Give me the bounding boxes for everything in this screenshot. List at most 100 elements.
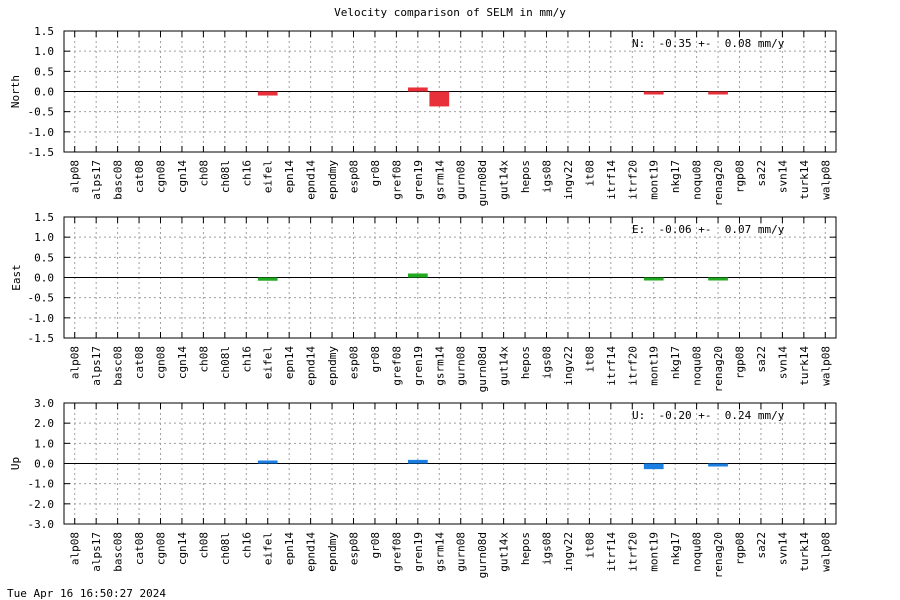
x-tick-label: ch08l — [219, 532, 232, 565]
y-tick-label: -1.0 — [28, 312, 55, 325]
x-tick-label: gsrm14 — [433, 532, 446, 572]
x-tick-label: epnd14 — [305, 160, 318, 200]
x-tick-label: itrf20 — [626, 346, 639, 386]
x-tick-label: ch08 — [197, 160, 210, 187]
x-tick-label: cat08 — [133, 346, 146, 379]
x-tick-label: turk14 — [798, 160, 811, 200]
x-tick-label: it08 — [583, 532, 596, 559]
bar-renag20 — [708, 463, 728, 467]
x-tick-label: igs08 — [541, 346, 554, 379]
x-tick-label: nkg17 — [669, 160, 682, 193]
x-tick-label: gren19 — [412, 160, 425, 200]
x-tick-label: eifel — [262, 532, 275, 565]
x-tick-label: turk14 — [798, 532, 811, 572]
x-tick-label: gren19 — [412, 346, 425, 386]
y-tick-label: -1.0 — [28, 126, 55, 139]
bar-gren19 — [407, 87, 428, 92]
y-tick-label: 1.5 — [34, 25, 54, 38]
x-tick-label: cgn14 — [176, 532, 189, 565]
bar-mont19 — [643, 91, 664, 95]
y-tick-label: 0.0 — [34, 458, 54, 471]
x-tick-label: itrf14 — [605, 346, 618, 386]
north-panel: -1.5 -1.0 -0.5 0.0 0.5 1.0 1.5 alp08 alps17 basc0… — [0, 22, 900, 208]
y-tick-label: -1.5 — [28, 332, 55, 345]
x-tick-label: hepos — [519, 346, 532, 379]
x-tick-label: basc08 — [112, 532, 125, 572]
x-tick-label: ch16 — [240, 346, 253, 373]
x-tick-label: mont19 — [648, 532, 661, 572]
x-tick-label: sa22 — [755, 160, 768, 187]
y-tick-label: 0.0 — [34, 86, 54, 99]
x-tick-label: epn14 — [283, 532, 296, 565]
x-tick-label: hepos — [519, 160, 532, 193]
x-tick-label: ingv22 — [562, 532, 575, 572]
x-tick-label: alp08 — [69, 160, 82, 193]
y-tick-label: 1.0 — [34, 231, 54, 244]
x-tick-label: gurn08d — [476, 532, 489, 578]
x-tick-label: gurn08 — [455, 346, 468, 386]
x-tick-label: alps17 — [90, 346, 103, 386]
bar-mont19 — [643, 277, 664, 281]
x-tick-label: renag20 — [712, 346, 725, 392]
x-tick-label: rgp08 — [734, 532, 747, 565]
x-tick-label: gurn08 — [455, 532, 468, 572]
x-tick-label: igs08 — [541, 160, 554, 193]
x-tick-label: svn14 — [776, 532, 789, 565]
up-chart: -3.0 -2.0 -1.0 0.0 1.0 2.0 3.0 alp08 alps17 basc0… — [28, 397, 837, 578]
x-tick-label: gref08 — [390, 160, 403, 200]
y-tick-label: 3.0 — [34, 397, 54, 410]
x-tick-label: itrf14 — [605, 160, 618, 200]
x-tick-label: mont19 — [648, 160, 661, 200]
bar-eifel — [257, 277, 278, 281]
x-tick-label: cat08 — [133, 160, 146, 193]
x-tick-label: mont19 — [648, 346, 661, 386]
x-tick-label: svn14 — [776, 346, 789, 379]
plot-frame — [63, 216, 837, 339]
x-tick-label: gsrm14 — [433, 346, 446, 386]
x-tick-label: alp08 — [69, 532, 82, 565]
x-tick-label: turk14 — [798, 346, 811, 386]
x-tick-label: basc08 — [112, 346, 125, 386]
y-tick-label: -0.5 — [28, 292, 55, 305]
x-tick-label: esp08 — [348, 532, 361, 565]
y-tick-label: 0.5 — [34, 65, 54, 78]
x-tick-label: epnd14 — [305, 532, 318, 572]
x-tick-label: noqu08 — [691, 346, 704, 386]
bar-gren19 — [407, 459, 428, 464]
x-tick-label: eifel — [262, 160, 275, 193]
x-tick-label: esp08 — [348, 346, 361, 379]
y-tick-label: 1.5 — [34, 211, 54, 224]
x-tick-label: epndmy — [326, 346, 339, 386]
x-tick-label: ch08l — [219, 346, 232, 379]
up-stat: U: -0.20 +- 0.24 mm/y — [632, 409, 785, 422]
x-tick-label: alps17 — [90, 532, 103, 572]
north-chart: -1.5 -1.0 -0.5 0.0 0.5 1.0 1.5 alp08 alps17 basc0… — [28, 25, 837, 206]
x-tick-label: ingv22 — [562, 346, 575, 386]
y-tick-label: 0.0 — [34, 272, 54, 285]
x-tick-label: eifel — [262, 346, 275, 379]
x-tick-label: gr08 — [369, 346, 382, 373]
x-tick-label: walp08 — [819, 532, 832, 572]
x-tick-label: basc08 — [112, 160, 125, 200]
x-tick-label: it08 — [583, 346, 596, 373]
x-tick-label: cgn08 — [155, 346, 168, 379]
x-tick-label: ch08l — [219, 160, 232, 193]
x-tick-label: noqu08 — [691, 160, 704, 200]
x-tick-label: gref08 — [390, 532, 403, 572]
x-tick-label: igs08 — [541, 532, 554, 565]
x-tick-label: esp08 — [348, 160, 361, 193]
bar-eifel — [257, 91, 278, 96]
x-tick-label: gurn08d — [476, 346, 489, 392]
north-axis-label: North — [9, 74, 23, 109]
x-tick-label: cgn08 — [155, 160, 168, 193]
plot-frame — [63, 402, 837, 525]
x-tick-label: sa22 — [755, 346, 768, 373]
x-tick-label: cgn14 — [176, 346, 189, 379]
x-tick-label: nkg17 — [669, 346, 682, 379]
x-tick-label: rgp08 — [734, 346, 747, 379]
x-tick-label: itrf20 — [626, 160, 639, 200]
x-tick-label: svn14 — [776, 160, 789, 193]
x-tick-label: cat08 — [133, 532, 146, 565]
x-tick-label: epnd14 — [305, 346, 318, 386]
x-tick-label: epn14 — [283, 160, 296, 193]
